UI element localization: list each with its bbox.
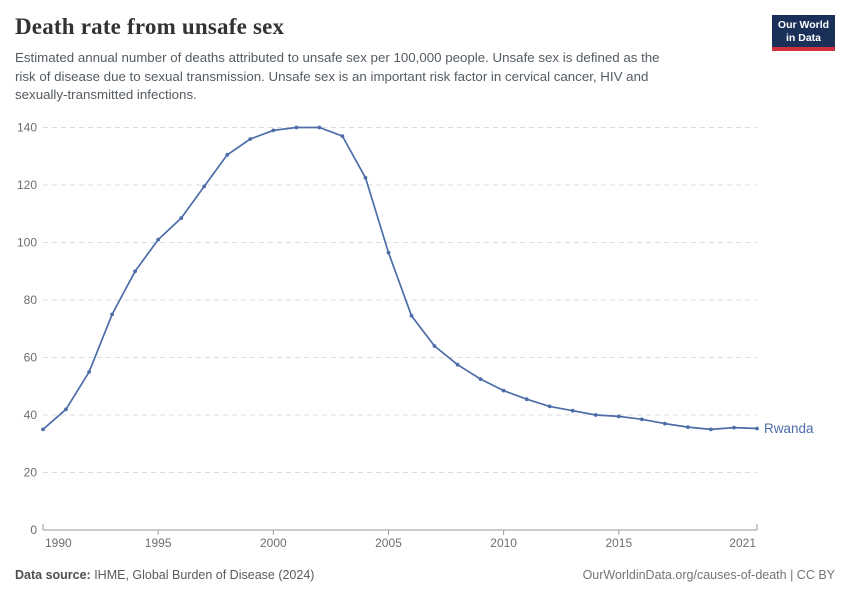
data-point bbox=[156, 237, 161, 242]
data-point bbox=[478, 377, 483, 381]
data-point bbox=[755, 426, 759, 431]
owid-logo[interactable]: Our World in Data bbox=[772, 15, 835, 51]
subtitle-line: sexually-transmitted infections. bbox=[15, 87, 197, 102]
data-source-text: IHME, Global Burden of Disease (2024) bbox=[90, 568, 315, 582]
data-point bbox=[501, 388, 506, 393]
y-tick-label: 100 bbox=[17, 236, 37, 250]
y-tick-label: 140 bbox=[17, 121, 37, 135]
data-point bbox=[363, 175, 368, 180]
data-source-label: Data source: bbox=[15, 568, 91, 582]
data-point bbox=[271, 128, 276, 133]
data-point bbox=[686, 425, 690, 429]
data-point bbox=[248, 137, 253, 141]
x-tick-label: 2015 bbox=[605, 536, 632, 550]
owid-logo-box: Our World in Data bbox=[772, 15, 835, 47]
data-point bbox=[593, 413, 598, 417]
subtitle-line: Estimated annual number of deaths attrib… bbox=[15, 50, 660, 65]
y-tick-label: 20 bbox=[24, 466, 38, 480]
data-point bbox=[386, 250, 391, 255]
data-point bbox=[340, 134, 345, 138]
data-point bbox=[179, 216, 184, 220]
x-tick-label: 2010 bbox=[490, 536, 517, 550]
data-point bbox=[87, 370, 91, 374]
logo-red-bar bbox=[772, 47, 835, 51]
chart-header: Death rate from unsafe sex Estimated ann… bbox=[0, 0, 850, 115]
series-end-label: Rwanda bbox=[764, 421, 814, 436]
data-point bbox=[732, 425, 736, 430]
data-point bbox=[547, 404, 552, 409]
owid-logo-line1: Our World bbox=[777, 19, 830, 31]
data-point bbox=[570, 408, 575, 413]
y-tick-label: 80 bbox=[24, 293, 38, 307]
y-tick-label: 40 bbox=[24, 408, 38, 422]
owid-logo-line2: in Data bbox=[785, 31, 821, 44]
data-point bbox=[709, 427, 713, 432]
data-point bbox=[133, 269, 138, 274]
chart-footer: Data source: IHME, Global Burden of Dise… bbox=[0, 560, 850, 582]
data-point bbox=[409, 313, 414, 318]
y-tick-label: 120 bbox=[17, 178, 37, 192]
data-point bbox=[294, 125, 299, 130]
y-tick-label: 0 bbox=[30, 523, 37, 537]
x-tick-label: 1990 bbox=[45, 536, 72, 550]
data-point bbox=[639, 417, 644, 422]
data-point bbox=[524, 397, 529, 402]
data-point bbox=[202, 184, 207, 189]
data-point bbox=[455, 362, 460, 367]
subtitle-line: risk of disease due to sexual transmissi… bbox=[15, 68, 649, 84]
data-point bbox=[225, 152, 230, 157]
data-source: Data source: IHME, Global Burden of Dise… bbox=[15, 568, 314, 582]
y-tick-label: 60 bbox=[24, 351, 38, 365]
x-tick-label: 2005 bbox=[375, 536, 402, 550]
data-point bbox=[616, 414, 621, 419]
line-chart[interactable]: 0 20 40 60 80 100 120 140 1990 1995 2000 2005 2010 20… bbox=[0, 115, 850, 560]
x-tick-label: 2000 bbox=[260, 536, 287, 550]
data-point bbox=[41, 427, 45, 432]
data-point bbox=[64, 407, 68, 412]
chart-title: Death rate from unsafe sex bbox=[15, 14, 285, 39]
data-line bbox=[42, 126, 758, 431]
data-point bbox=[317, 125, 322, 130]
chart-subtitle: Estimated annual number of deaths attrib… bbox=[15, 49, 835, 105]
data-point bbox=[110, 312, 114, 317]
x-tick-label: 2021 bbox=[729, 536, 756, 550]
footer-link[interactable]: OurWorldinData.org/causes-of-death | CC … bbox=[582, 568, 835, 582]
data-point bbox=[432, 344, 437, 348]
data-point bbox=[663, 421, 667, 426]
x-tick-label: 1995 bbox=[145, 536, 172, 550]
